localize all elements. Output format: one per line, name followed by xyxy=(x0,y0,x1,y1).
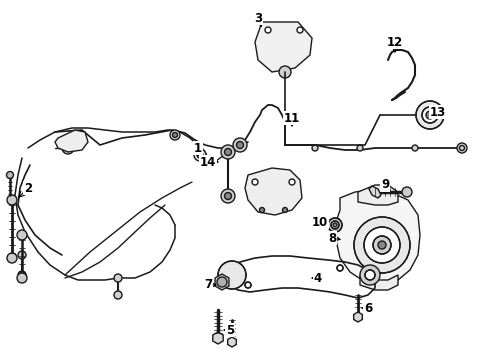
Text: 14: 14 xyxy=(200,156,216,168)
Circle shape xyxy=(402,187,412,197)
Circle shape xyxy=(237,141,244,148)
Ellipse shape xyxy=(273,36,291,48)
Circle shape xyxy=(217,277,227,287)
Text: 6: 6 xyxy=(364,302,372,315)
Polygon shape xyxy=(369,186,381,198)
Text: 1: 1 xyxy=(194,141,202,154)
Circle shape xyxy=(333,223,337,227)
Text: 2: 2 xyxy=(24,181,32,194)
Circle shape xyxy=(328,218,342,232)
Circle shape xyxy=(194,149,206,161)
Circle shape xyxy=(170,130,180,140)
Circle shape xyxy=(7,195,17,205)
Circle shape xyxy=(260,207,265,212)
Polygon shape xyxy=(358,185,398,205)
Circle shape xyxy=(7,253,17,263)
Circle shape xyxy=(17,273,27,283)
Circle shape xyxy=(218,261,246,289)
Polygon shape xyxy=(360,275,398,290)
Circle shape xyxy=(6,171,14,179)
Ellipse shape xyxy=(277,54,287,62)
Text: 11: 11 xyxy=(284,112,300,125)
Circle shape xyxy=(221,145,235,159)
Ellipse shape xyxy=(265,185,285,199)
Polygon shape xyxy=(213,332,223,344)
Circle shape xyxy=(457,143,467,153)
Circle shape xyxy=(224,193,231,199)
Text: 8: 8 xyxy=(328,231,336,244)
Text: 9: 9 xyxy=(381,179,389,192)
Circle shape xyxy=(422,107,438,123)
Circle shape xyxy=(233,138,247,152)
Circle shape xyxy=(312,145,318,151)
Circle shape xyxy=(252,179,258,185)
Circle shape xyxy=(279,66,291,78)
Circle shape xyxy=(365,270,375,280)
Circle shape xyxy=(245,282,251,288)
Ellipse shape xyxy=(270,200,280,208)
Polygon shape xyxy=(55,130,88,152)
Circle shape xyxy=(364,227,400,263)
Circle shape xyxy=(62,142,74,154)
Circle shape xyxy=(378,241,386,249)
Polygon shape xyxy=(255,22,312,72)
Text: 5: 5 xyxy=(226,324,234,337)
Circle shape xyxy=(221,189,235,203)
Text: 7: 7 xyxy=(204,279,212,292)
Circle shape xyxy=(289,179,295,185)
Polygon shape xyxy=(228,337,236,347)
Circle shape xyxy=(373,236,391,254)
Circle shape xyxy=(224,148,231,156)
Circle shape xyxy=(18,271,26,279)
Circle shape xyxy=(331,221,339,229)
Polygon shape xyxy=(336,190,420,285)
Circle shape xyxy=(426,111,434,119)
Circle shape xyxy=(283,207,288,212)
Circle shape xyxy=(222,265,242,285)
Circle shape xyxy=(172,132,177,138)
Circle shape xyxy=(337,265,343,271)
Circle shape xyxy=(416,101,444,129)
Polygon shape xyxy=(215,274,229,290)
Circle shape xyxy=(18,251,26,259)
Text: 4: 4 xyxy=(314,271,322,284)
Circle shape xyxy=(65,145,71,151)
Circle shape xyxy=(114,274,122,282)
Circle shape xyxy=(412,145,418,151)
Text: 3: 3 xyxy=(254,12,262,24)
Circle shape xyxy=(360,265,380,285)
Text: 13: 13 xyxy=(430,105,446,118)
Circle shape xyxy=(354,217,410,273)
Text: 12: 12 xyxy=(387,36,403,49)
Circle shape xyxy=(265,27,271,33)
Circle shape xyxy=(17,230,27,240)
Circle shape xyxy=(297,27,303,33)
Circle shape xyxy=(114,291,122,299)
Polygon shape xyxy=(245,168,302,215)
Circle shape xyxy=(357,145,363,151)
Circle shape xyxy=(227,270,237,280)
Text: 10: 10 xyxy=(312,216,328,229)
Polygon shape xyxy=(354,312,362,322)
